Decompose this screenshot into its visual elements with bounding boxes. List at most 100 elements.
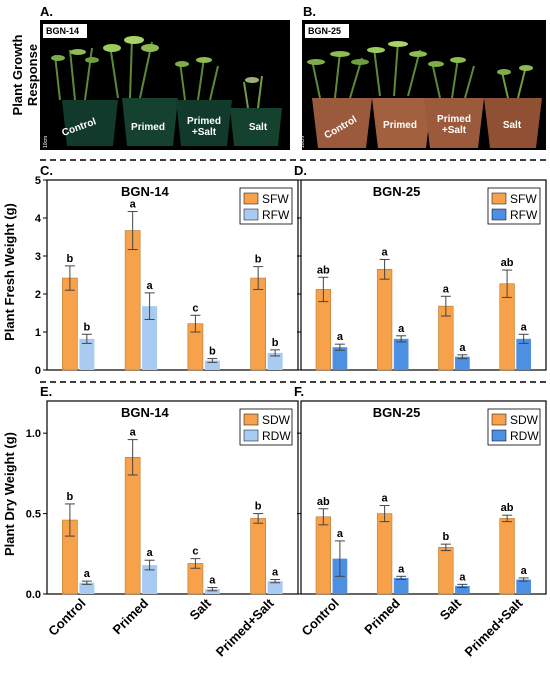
plant-foliage-left [51,36,263,109]
bar-rdw [455,585,470,594]
category-label: Control [45,596,88,639]
bar-sdw [438,547,454,595]
panel-letter: F. [294,384,304,399]
pot-control-bgn14 [62,100,118,146]
panel-letter: C. [40,163,53,178]
bar-rfw [393,338,409,370]
bar-sfw [62,277,78,371]
chart-dry-bgn14: 0.0 0.5 1.0 E. BGN-14 b a c b a a a a SDW RDW [26,384,299,601]
bar-sfw [124,230,141,371]
panel-letter-a: A. [40,4,53,19]
pot-label-primed-salt-bgn25: Primed +Salt [437,114,471,136]
category-label: Primed [109,595,151,637]
legend-label: SFW [262,192,289,206]
bar-sfw [250,277,266,371]
pot-primed-salt-bgn25 [424,98,484,148]
pots-left [62,98,282,146]
y-tick-label: 1 [35,327,41,339]
pots-right [312,98,542,148]
y-tick-label: 0.0 [26,589,41,601]
significance-letter: a [443,283,450,295]
panel-title: BGN-14 [121,405,169,420]
panel-title: BGN-14 [121,184,169,199]
significance-letter: a [459,342,466,354]
bar-rfw [267,352,283,370]
photo-row: A. B. Plant Growth Response [10,4,546,150]
significance-letter: b [272,337,279,349]
pot-label-primed-salt-bgn14: Primed +Salt [187,116,221,138]
significance-letter: a [84,568,91,580]
legend-label: RFW [510,208,538,222]
bar-rdw [79,582,95,594]
significance-letter: a [147,280,154,292]
y-tick-label: 0.5 [26,509,41,521]
legend-swatch [491,429,507,442]
pot-primed-bgn14 [122,98,178,146]
fresh-weight-axis-label: Plant Fresh Weight (g) [2,203,17,341]
pot-salt-bgn25 [484,98,542,148]
significance-letter: b [255,501,262,513]
plot-frame [46,400,299,595]
y-tick-label: 0 [35,365,41,377]
scale-bar-bgn14: 10cm [43,136,49,148]
bar-sfw [376,268,393,371]
legend-swatch [243,413,259,426]
bar-rdw [204,589,220,594]
significance-letter: a [382,493,389,505]
legend-label: RFW [262,208,290,222]
plant-foliage-right [307,41,533,99]
significance-letter: a [337,331,344,343]
bar-rfw [332,347,348,370]
bar-rfw [79,338,95,370]
category-label: Control [298,596,341,639]
significance-letter: a [337,528,344,540]
significance-letter: a [521,565,528,577]
pot-control-bgn25 [312,98,372,148]
plot-frame [300,179,547,371]
panel-letter-b: B. [303,4,316,19]
significance-letter: a [521,321,528,333]
panel-letter: E. [40,384,52,399]
significance-letter: b [209,346,216,358]
bar-sdw [376,513,393,595]
significance-letter: b [255,254,262,266]
significance-letter: a [130,199,137,211]
bar-sdw [124,456,141,595]
pot-salt-bgn14 [230,108,282,146]
pot-label-primed-bgn25: Primed [383,120,417,131]
significance-letter: c [192,546,198,558]
pot-label-salt-bgn14: Salt [249,122,268,133]
scale-bar-bgn25: 10cm [300,136,306,148]
significance-letter: a [209,575,216,587]
photo-row-label-line2: Response [25,44,40,106]
legend-label: RDW [262,429,291,443]
y-tick-label: 2 [35,289,41,301]
significance-letter: a [147,547,154,559]
significance-letter: b [442,531,449,543]
panel-title: BGN-25 [373,184,421,199]
legend-swatch [243,429,259,442]
bar-rfw [455,356,470,370]
significance-letter: a [272,567,279,579]
photo-bgn25-tag: BGN-25 [308,26,341,36]
significance-letter: a [398,563,405,575]
photo-bgn14-tag: BGN-14 [46,26,79,36]
bar-rdw [516,579,531,594]
y-tick-label: 3 [35,251,41,263]
bar-sdw [315,516,332,595]
photo-row-label-line1: Plant Growth [10,34,25,115]
y-tick-label: 1.0 [26,428,41,440]
significance-letter: a [459,571,466,583]
y-tick-label: 4 [35,213,42,225]
legend-label: RDW [510,429,539,443]
legend-swatch [491,208,507,221]
significance-letter: b [67,491,74,503]
bar-rdw [267,581,283,594]
category-label: Primed+Salt [461,595,525,659]
pot-primed-salt-bgn14 [176,100,232,146]
bar-rdw [142,565,158,594]
bar-sdw [250,518,266,595]
bar-rfw [204,360,220,370]
